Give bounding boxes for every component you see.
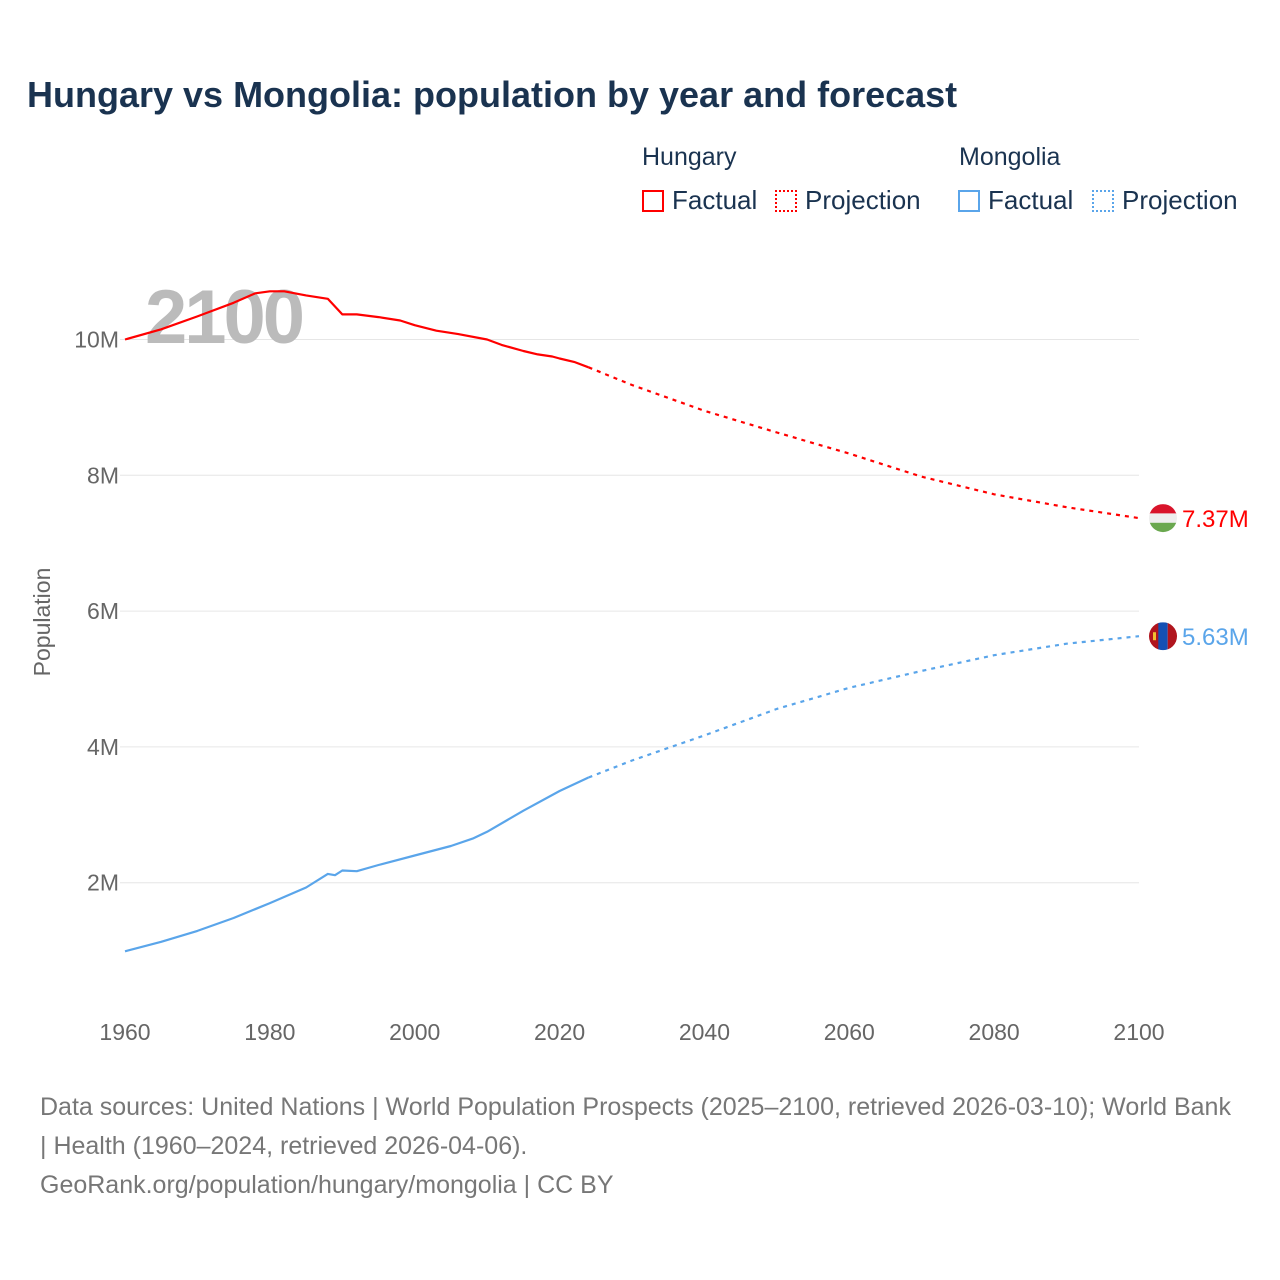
legend-swatch xyxy=(958,189,980,212)
x-tick-label: 2060 xyxy=(824,1019,875,1045)
x-tick-label: 2100 xyxy=(1113,1019,1164,1045)
legend-swatch xyxy=(642,189,664,212)
legend-hungary-projection[interactable]: Projection xyxy=(775,185,921,216)
hungary-factual-line xyxy=(124,290,589,369)
y-tick-label: 8M xyxy=(87,462,119,488)
legend-swatch xyxy=(1092,189,1114,212)
x-tick-label: 2020 xyxy=(534,1019,585,1045)
hungary-projection-line xyxy=(588,366,1140,520)
x-tick-label: 1960 xyxy=(99,1019,150,1045)
legend-label: Projection xyxy=(805,185,921,215)
year-watermark: 2100 xyxy=(145,275,303,360)
mongolia-flag-icon xyxy=(1149,622,1177,651)
mongolia-end-label: 5.63M xyxy=(1182,624,1249,651)
legend-group-mongolia: Mongolia xyxy=(959,143,1061,171)
x-tick-label: 2040 xyxy=(679,1019,730,1045)
footer: Data sources: United Nations | World Pop… xyxy=(40,1088,1240,1205)
y-tick-label: 6M xyxy=(87,598,119,624)
legend-label: Factual xyxy=(672,185,758,215)
footer-sources: Data sources: United Nations | World Pop… xyxy=(40,1093,1231,1160)
y-tick-label: 4M xyxy=(87,734,119,760)
legend-label: Projection xyxy=(1122,185,1238,215)
chart-title: Hungary vs Mongolia: population by year … xyxy=(27,74,958,115)
hungary-flag-icon xyxy=(1149,504,1177,533)
mongolia-factual-line xyxy=(124,776,589,953)
hungary-end-label: 7.37M xyxy=(1182,506,1249,533)
legend-group-hungary: Hungary xyxy=(642,143,737,171)
plot-area: 2M 4M 6M 8M 10M 1960 1980 2000 2020 2040 2060 2080 2… xyxy=(29,275,1249,1045)
legend-mongolia-projection[interactable]: Projection xyxy=(1092,185,1238,216)
legend-mongolia-factual[interactable]: Factual xyxy=(958,185,1073,216)
legend-hungary-factual[interactable]: Factual xyxy=(642,185,757,216)
x-tick-label: 2080 xyxy=(969,1019,1020,1045)
y-axis-label: Population xyxy=(29,568,55,677)
y-tick-label: 2M xyxy=(87,870,119,896)
x-tick-label: 1980 xyxy=(244,1019,295,1045)
legend-label: Factual xyxy=(988,185,1074,215)
mongolia-projection-line xyxy=(588,635,1140,779)
y-tick-label: 10M xyxy=(74,327,119,353)
footer-credit[interactable]: GeoRank.org/population/hungary/mongolia … xyxy=(40,1171,614,1199)
legend-swatch xyxy=(775,189,797,212)
x-tick-label: 2000 xyxy=(389,1019,440,1045)
